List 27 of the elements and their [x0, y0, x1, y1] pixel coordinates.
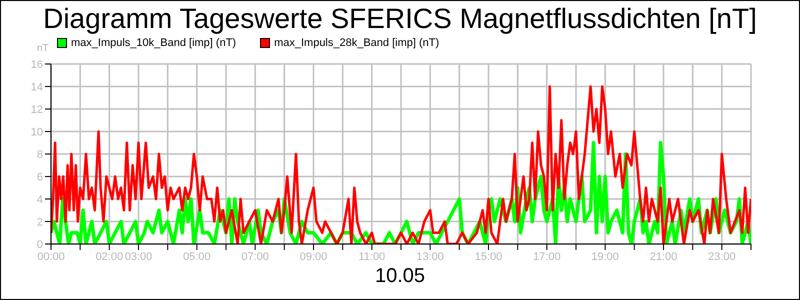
- y-tick-label: 0: [36, 238, 43, 251]
- x-tick-label: 15:00: [474, 250, 502, 263]
- x-tick-label: 11:00: [358, 250, 386, 263]
- x-tick-label: 13:00: [416, 250, 444, 263]
- x-tick-label: 02:00: [96, 250, 124, 263]
- y-tick-label: 10: [30, 126, 43, 138]
- x-tick-label: 03:00: [124, 250, 152, 263]
- x-tick-label: 09:00: [300, 250, 328, 263]
- x-tick-label: 17:00: [533, 250, 561, 263]
- y-tick-label: 14: [30, 81, 43, 94]
- x-tick-label: 05:00: [183, 250, 211, 263]
- legend-label: max_Impuls_28k_Band [imp] (nT): [274, 37, 440, 49]
- y-tick-label: 8: [36, 148, 43, 161]
- legend-label: max_Impuls_10k_Band [imp] (nT): [71, 37, 236, 49]
- y-tick-label: 4: [36, 194, 43, 206]
- x-tick-label: 21:00: [650, 250, 678, 263]
- y-tick-label: 6: [36, 171, 43, 184]
- x-tick-label: 19:00: [591, 250, 619, 263]
- x-tick-label: 23:00: [708, 250, 736, 263]
- y-tick-label: 12: [30, 104, 43, 116]
- x-axis-title: 10.05: [374, 265, 426, 288]
- y-tick-label: 16: [30, 58, 43, 71]
- chart-title: Diagramm Tageswerte SFERICS Magnetflussdichten [nT]: [42, 3, 758, 35]
- x-tick-label: 00:00: [37, 250, 65, 263]
- y-tick-label: 2: [36, 216, 43, 228]
- x-tick-label: 07:00: [241, 250, 269, 263]
- y-axis-title: nT: [37, 43, 49, 54]
